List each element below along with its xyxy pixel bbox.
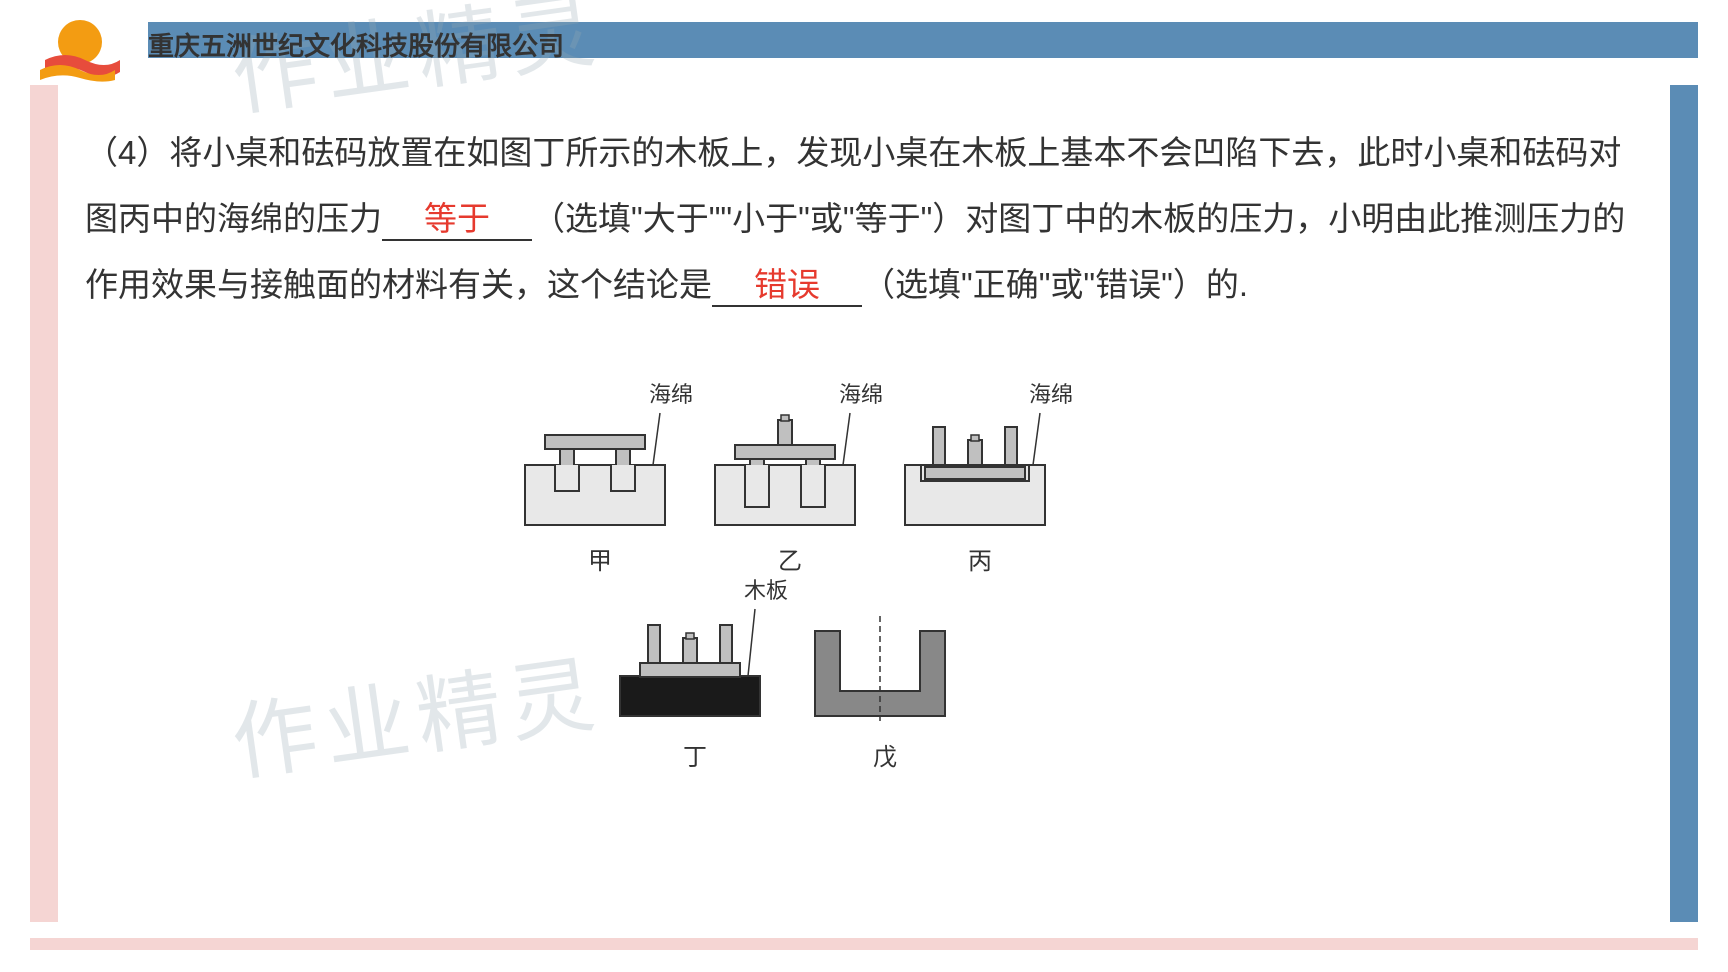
bottom-decorative-bar xyxy=(30,938,1698,950)
label-yi: 乙 xyxy=(778,541,802,576)
diagram-ding: 木板 丁 xyxy=(610,601,780,772)
answer-blank-2: 错误 xyxy=(712,263,862,307)
answer-blank-1: 等于 xyxy=(382,197,532,241)
diagram-yi: 海绵 乙 xyxy=(705,405,875,576)
right-decorative-bar xyxy=(1670,85,1698,922)
diagram-row-1: 海绵 甲 海绵 xyxy=(490,405,1090,576)
left-decorative-bar xyxy=(30,85,58,922)
watermark-top: 作业精灵 xyxy=(223,0,609,133)
label-wu: 戊 xyxy=(873,737,897,772)
diagram-area: 海绵 甲 海绵 xyxy=(490,405,1090,855)
sponge-label-yi: 海绵 xyxy=(839,377,883,409)
wood-label-ding: 木板 xyxy=(744,573,788,605)
sponge-label-bing: 海绵 xyxy=(1029,377,1073,409)
diagram-row-2: 木板 丁 戊 xyxy=(490,601,1090,772)
company-name: 重庆五洲世纪文化科技股份有限公司 xyxy=(148,26,564,63)
answer-1: 等于 xyxy=(424,200,490,237)
answer-2: 错误 xyxy=(754,266,820,303)
label-ding: 丁 xyxy=(683,737,707,772)
diagram-jia: 海绵 甲 xyxy=(515,405,685,576)
company-logo xyxy=(30,12,130,82)
label-jia: 甲 xyxy=(588,541,612,576)
diagram-bing: 海绵 丙 xyxy=(895,405,1065,576)
label-bing: 丙 xyxy=(968,541,992,576)
question-text-3: （选填"正确"或"错误"）的. xyxy=(862,266,1248,303)
diagram-wu: 戊 xyxy=(800,601,970,772)
question-content: （4）将小桌和砝码放置在如图丁所示的木板上，发现小桌在木板上基本不会凹陷下去，此… xyxy=(85,120,1638,318)
sponge-label-jia: 海绵 xyxy=(649,377,693,409)
